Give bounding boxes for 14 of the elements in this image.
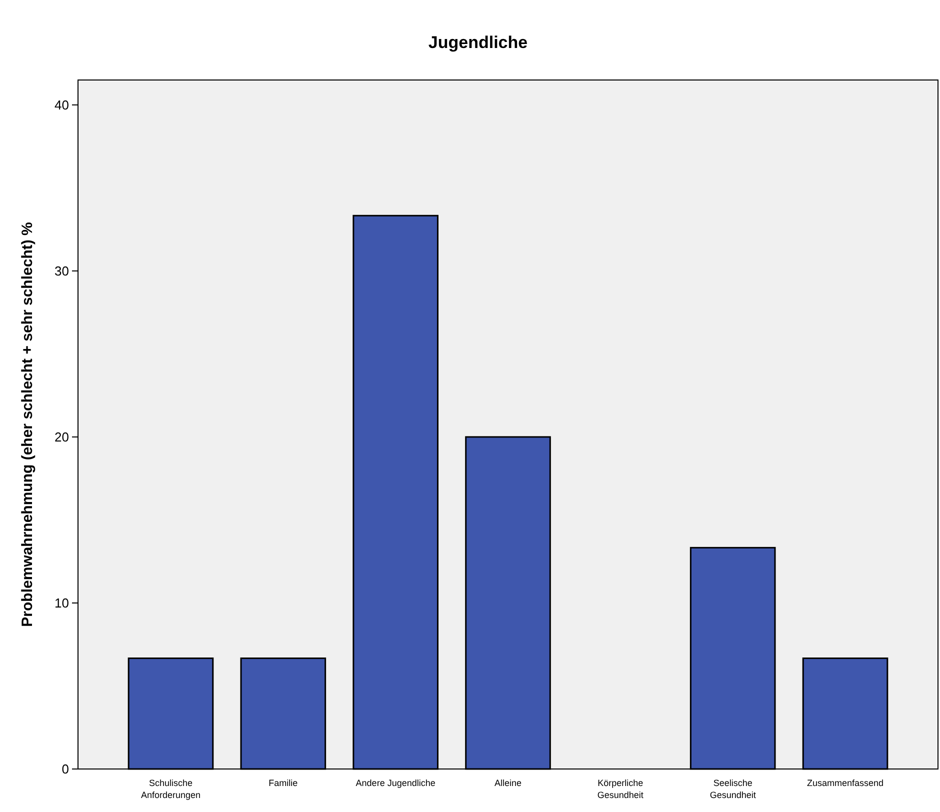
y-tick-label: 40 bbox=[54, 97, 69, 112]
y-axis-title: Problemwahrnehmung (eher schlecht + sehr schlecht) % bbox=[19, 222, 36, 627]
x-tick-label: Familie bbox=[268, 778, 298, 788]
y-tick-label: 10 bbox=[54, 596, 69, 611]
chart-title: Jugendliche bbox=[428, 33, 528, 52]
x-tick-label: Schulische Anforderungen bbox=[140, 778, 201, 800]
x-tick-label: Körperliche Gesundheit bbox=[597, 778, 644, 800]
x-tick-label: Zusammenfassend bbox=[806, 778, 884, 788]
x-tick-label: Andere Jugendliche bbox=[356, 778, 436, 788]
y-tick-label: 20 bbox=[54, 430, 69, 444]
x-tick-label: Seelische Gesundheit bbox=[710, 778, 756, 800]
y-tick-label: 0 bbox=[62, 762, 69, 777]
x-tick-label: Alleine bbox=[494, 778, 522, 788]
y-tick-label: 30 bbox=[54, 263, 69, 278]
